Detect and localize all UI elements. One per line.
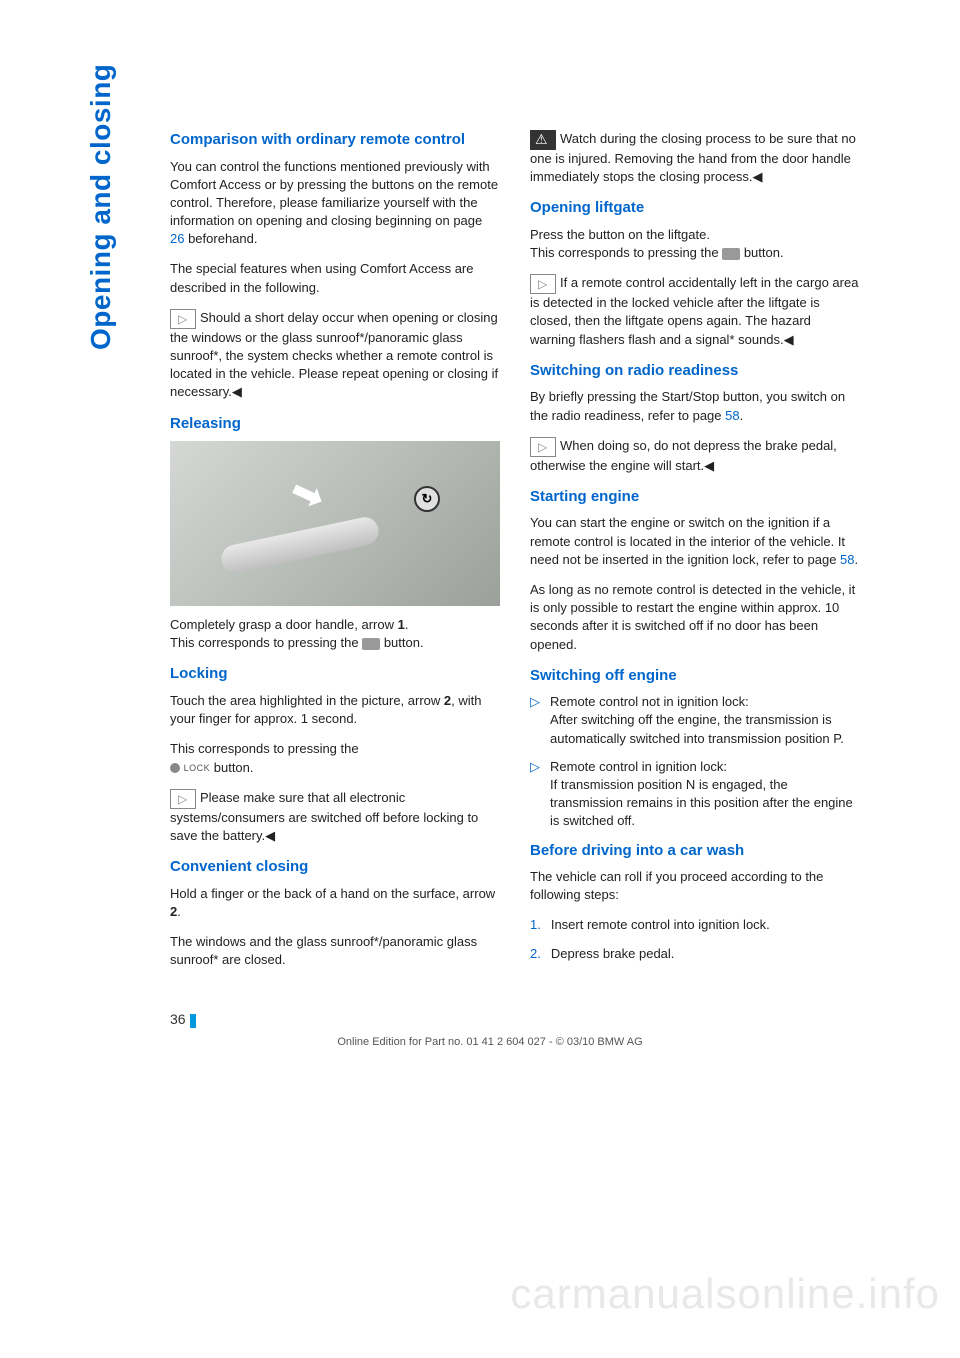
heading-starting-engine: Starting engine — [530, 487, 860, 507]
footer-text: Online Edition for Part no. 01 41 2 604 … — [120, 1036, 860, 1048]
page-reference-link[interactable]: 58 — [840, 552, 854, 567]
heading-opening-liftgate: Opening liftgate — [530, 198, 860, 218]
page-content: Comparison with ordinary remote control … — [0, 0, 960, 1108]
heading-releasing: Releasing — [170, 414, 500, 434]
note-text: Please make sure that all electronic sys… — [170, 790, 478, 843]
page-number: 36 — [170, 1011, 860, 1027]
heading-comparison: Comparison with ordinary remote control — [170, 130, 500, 150]
ordered-list-item: 2. Depress brake pedal. — [530, 945, 860, 963]
paragraph: As long as no remote control is detected… — [530, 581, 860, 654]
page-number-value: 36 — [170, 1011, 186, 1027]
bullet-icon: ▷ — [530, 693, 540, 748]
list-number: 1. — [530, 916, 541, 934]
paragraph: You can control the functions mentioned … — [170, 158, 500, 249]
text: . — [740, 408, 744, 423]
bullet-icon: ▷ — [530, 758, 540, 831]
paragraph: Press the button on the liftgate. This c… — [530, 226, 860, 262]
note-block: When doing so, do not depress the brake … — [530, 437, 860, 475]
paragraph: You can start the engine or switch on th… — [530, 514, 860, 569]
list-text: Depress brake pedal. — [551, 945, 675, 963]
note-icon — [170, 789, 196, 809]
heading-convenient-closing: Convenient closing — [170, 857, 500, 877]
note-block: If a remote control accidentally left in… — [530, 274, 860, 349]
text: This corresponds to pressing the — [530, 245, 722, 260]
list-item: ▷ Remote control not in ignition lock: A… — [530, 693, 860, 748]
heading-locking: Locking — [170, 664, 500, 684]
note-block: Please make sure that all electronic sys… — [170, 789, 500, 845]
right-column: Watch during the closing process to be s… — [530, 130, 860, 981]
note-text: When doing so, do not depress the brake … — [530, 438, 837, 473]
figure-caption: Completely grasp a door handle, arrow 1.… — [170, 616, 500, 652]
text: This corresponds to pressing the — [170, 635, 362, 650]
text: Press the button on the liftgate. — [530, 227, 710, 242]
lock-label: LOCK — [184, 762, 211, 775]
list-text: Insert remote control into ignition lock… — [551, 916, 770, 934]
note-text: If a remote control accidentally left in… — [530, 275, 858, 346]
text: This corresponds to pressing the — [170, 741, 359, 756]
unlock-button-icon — [362, 638, 380, 650]
text: You can start the engine or switch on th… — [530, 515, 845, 566]
heading-radio-readiness: Switching on radio readiness — [530, 361, 860, 381]
note-text: Should a short delay occur when opening … — [170, 310, 498, 400]
bold-ref: 1 — [398, 617, 405, 632]
handle-graphic — [219, 515, 381, 576]
paragraph: This corresponds to pressing the LOCK bu… — [170, 740, 500, 776]
liftgate-button-icon — [722, 248, 740, 260]
paragraph: By briefly pressing the Start/Stop butto… — [530, 388, 860, 424]
list-text: Remote control not in ignition lock: Aft… — [550, 693, 860, 748]
paragraph: The vehicle can roll if you proceed acco… — [530, 868, 860, 904]
warning-icon — [530, 130, 556, 150]
arrow-1-graphic: ⬊ — [283, 467, 330, 522]
watermark-text: carmanualsonline.info — [510, 1270, 940, 1318]
text: . — [405, 617, 409, 632]
marker-2-graphic: ↻ — [414, 486, 440, 512]
list-text: Remote control in ignition lock: If tran… — [550, 758, 860, 831]
text: You can control the functions mentioned … — [170, 159, 498, 229]
left-column: Comparison with ordinary remote control … — [170, 130, 500, 981]
text: . — [855, 552, 859, 567]
page-number-bar — [190, 1014, 196, 1028]
text: beforehand. — [184, 231, 257, 246]
text: Touch the area highlighted in the pictur… — [170, 693, 444, 708]
page-reference-link[interactable]: 58 — [725, 408, 739, 423]
text: button. — [740, 245, 783, 260]
paragraph: Hold a finger or the back of a hand on t… — [170, 885, 500, 921]
note-block: Should a short delay occur when opening … — [170, 309, 500, 402]
warning-block: Watch during the closing process to be s… — [530, 130, 860, 186]
text: Hold a finger or the back of a hand on t… — [170, 886, 495, 901]
lock-button-icon — [170, 763, 180, 773]
text: . — [177, 904, 181, 919]
note-icon — [170, 309, 196, 329]
list-item: ▷ Remote control in ignition lock: If tr… — [530, 758, 860, 831]
text: By briefly pressing the Start/Stop butto… — [530, 389, 845, 422]
heading-switching-off-engine: Switching off engine — [530, 666, 860, 686]
door-handle-figure: ⬊ ↻ — [170, 441, 500, 606]
page-reference-link[interactable]: 26 — [170, 231, 184, 246]
note-icon — [530, 437, 556, 457]
ordered-list-item: 1. Insert remote control into ignition l… — [530, 916, 860, 934]
paragraph: The special features when using Comfort … — [170, 260, 500, 296]
paragraph: The windows and the glass sunroof*/panor… — [170, 933, 500, 969]
heading-car-wash: Before driving into a car wash — [530, 841, 860, 861]
list-number: 2. — [530, 945, 541, 963]
warning-text: Watch during the closing process to be s… — [530, 131, 856, 184]
text: button. — [210, 760, 253, 775]
paragraph: Touch the area highlighted in the pictur… — [170, 692, 500, 728]
note-icon — [530, 274, 556, 294]
text: Completely grasp a door handle, arrow — [170, 617, 398, 632]
text: button. — [380, 635, 423, 650]
